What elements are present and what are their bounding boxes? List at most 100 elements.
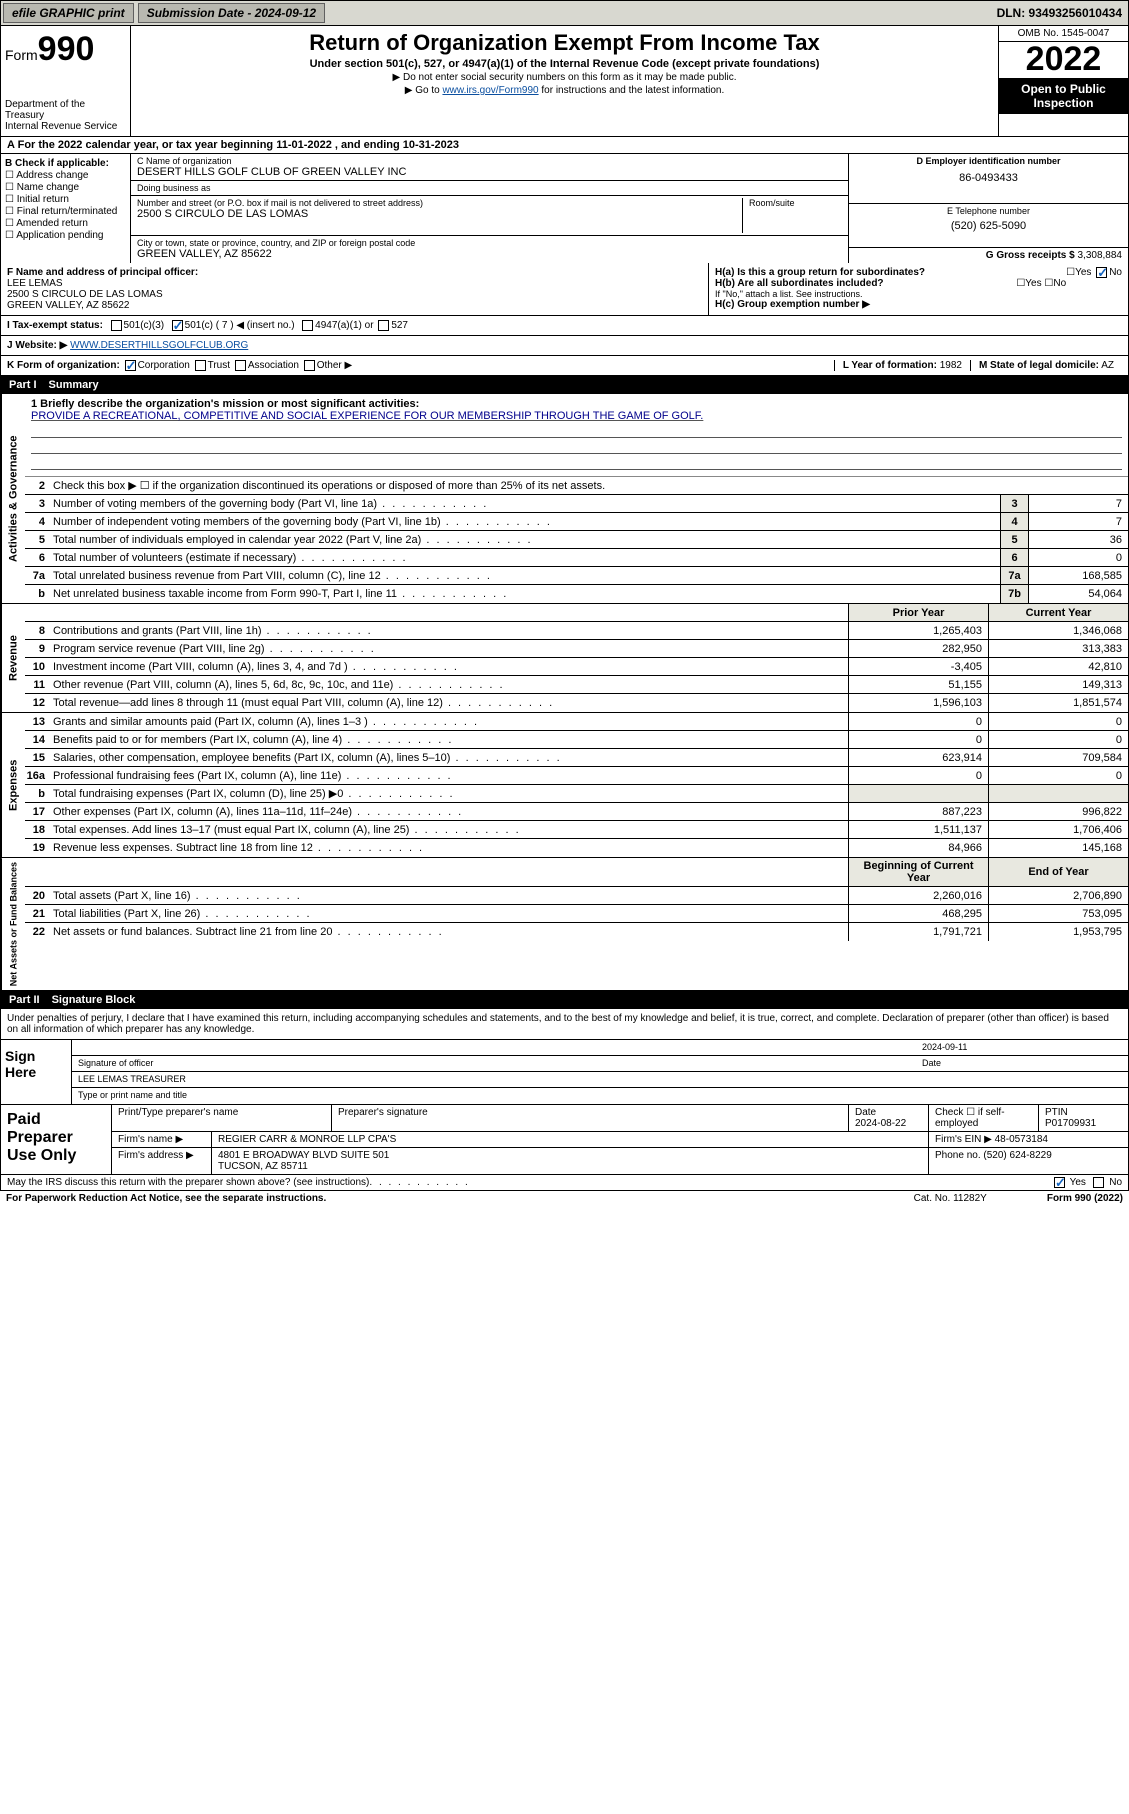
cb-initial-return[interactable]: ☐ Initial return	[5, 194, 126, 205]
firm-name: REGIER CARR & MONROE LLP CPA'S	[211, 1132, 928, 1147]
cb-501c3[interactable]	[111, 320, 122, 331]
cb-application-pending[interactable]: ☐ Application pending	[5, 230, 126, 241]
line-11: 11 Other revenue (Part VIII, column (A),…	[25, 676, 1128, 694]
cb-527[interactable]	[378, 320, 389, 331]
exp-side-label: Expenses	[1, 713, 25, 857]
date-label: Date	[922, 1058, 1122, 1069]
line-9: 9 Program service revenue (Part VIII, li…	[25, 640, 1128, 658]
opt-4947: 4947(a)(1) or	[315, 320, 373, 331]
exp-section: Expenses 13 Grants and similar amounts p…	[0, 713, 1129, 858]
cb-final-return[interactable]: ☐ Final return/terminated	[5, 206, 126, 217]
form-number: Form990	[5, 30, 126, 69]
cb-other[interactable]	[304, 360, 315, 371]
preparer-label: Paid Preparer Use Only	[1, 1105, 111, 1174]
year-header-row: Prior Year Current Year	[25, 604, 1128, 622]
cb-assoc[interactable]	[235, 360, 246, 371]
org-name-row: C Name of organization DESERT HILLS GOLF…	[131, 154, 848, 181]
gov-section: Activities & Governance 1 Briefly descri…	[0, 394, 1129, 604]
org-form-row: K Form of organization: Corporation Trus…	[0, 356, 1129, 376]
col-d-right: D Employer identification number 86-0493…	[848, 154, 1128, 263]
org-name-label: C Name of organization	[137, 156, 842, 166]
line-a: A For the 2022 calendar year, or tax yea…	[0, 137, 1129, 154]
line-16a: 16a Professional fundraising fees (Part …	[25, 767, 1128, 785]
prep-date-header: Date	[855, 1107, 876, 1118]
form-subtitle: Under section 501(c), 527, or 4947(a)(1)…	[135, 58, 994, 70]
page-footer: For Paperwork Reduction Act Notice, see …	[0, 1191, 1129, 1206]
inspection-badge: Open to Public Inspection	[999, 78, 1128, 114]
tax-year: 2022	[999, 42, 1128, 76]
line-3: 3 Number of voting members of the govern…	[25, 495, 1128, 513]
header-right: OMB No. 1545-0047 2022 Open to Public In…	[998, 26, 1128, 136]
part1-label: Part I	[9, 379, 37, 391]
cb-corp[interactable]	[125, 360, 136, 371]
b-label: B Check if applicable:	[5, 158, 109, 169]
firm-addr1: 4801 E BROADWAY BLVD SUITE 501	[218, 1150, 389, 1161]
l-formation: L Year of formation: 1982	[834, 360, 970, 371]
website-link[interactable]: WWW.DESERTHILLSGOLFCLUB.ORG	[70, 340, 248, 351]
header-mid: Return of Organization Exempt From Incom…	[131, 26, 998, 136]
prep-name-header: Print/Type preparer's name	[111, 1105, 331, 1131]
website-row: J Website: ▶ WWW.DESERTHILLSGOLFCLUB.ORG	[0, 336, 1129, 356]
penalty-text: Under penalties of perjury, I declare th…	[1, 1009, 1128, 1039]
city-value: GREEN VALLEY, AZ 85622	[137, 248, 842, 260]
sig-officer-label: Signature of officer	[78, 1058, 922, 1069]
cb-501c[interactable]	[172, 320, 183, 331]
cb-trust[interactable]	[195, 360, 206, 371]
discuss-text: May the IRS discuss this return with the…	[7, 1177, 369, 1188]
line-7a: 7a Total unrelated business revenue from…	[25, 567, 1128, 585]
net-section: Net Assets or Fund Balances Beginning of…	[0, 858, 1129, 991]
city-row: City or town, state or province, country…	[131, 236, 848, 262]
form-title: Return of Organization Exempt From Incom…	[135, 30, 994, 56]
cb-address-change[interactable]: ☐ Address change	[5, 170, 126, 181]
line-6: 6 Total number of volunteers (estimate i…	[25, 549, 1128, 567]
h-b-note: If "No," attach a list. See instructions…	[715, 289, 1122, 299]
dba-label: Doing business as	[137, 183, 842, 193]
ha-no-checkbox[interactable]	[1096, 267, 1107, 278]
efile-button[interactable]: efile GRAPHIC print	[3, 3, 134, 23]
officer-sig-name: LEE LEMAS TREASURER	[78, 1074, 186, 1085]
net-header-row: Beginning of Current Year End of Year	[25, 858, 1128, 887]
firm-ein: 48-0573184	[995, 1134, 1048, 1145]
line-4: 4 Number of independent voting members o…	[25, 513, 1128, 531]
opt-assoc: Association	[248, 360, 299, 371]
cb-name-change[interactable]: ☐ Name change	[5, 182, 126, 193]
cb-amended-return[interactable]: ☐ Amended return	[5, 218, 126, 229]
goto-pre: ▶ Go to	[405, 85, 443, 96]
h-a: H(a) Is this a group return for subordin…	[715, 267, 1122, 278]
mission-block: 1 Briefly describe the organization's mi…	[25, 394, 1128, 477]
line-20: 20 Total assets (Part X, line 16) 2,260,…	[25, 887, 1128, 905]
firm-phone: (520) 624-8229	[983, 1150, 1051, 1161]
line-5: 5 Total number of individuals employed i…	[25, 531, 1128, 549]
part2-title: Signature Block	[52, 994, 136, 1006]
begin-year-header: Beginning of Current Year	[848, 858, 988, 886]
phone-value: (520) 625-5090	[855, 220, 1122, 232]
firm-addr-label: Firm's address ▶	[111, 1148, 211, 1174]
name-title-label: Type or print name and title	[78, 1090, 187, 1102]
mission-label: 1 Briefly describe the organization's mi…	[31, 398, 419, 410]
dln-label: DLN: 93493256010434	[991, 6, 1128, 20]
line-8: 8 Contributions and grants (Part VIII, l…	[25, 622, 1128, 640]
rev-section: Revenue Prior Year Current Year 8 Contri…	[0, 604, 1129, 713]
goto-note: ▶ Go to www.irs.gov/Form990 for instruct…	[135, 85, 994, 96]
firm-phone-label: Phone no.	[935, 1150, 981, 1161]
gross-row: G Gross receipts $ 3,308,884	[849, 248, 1128, 263]
discuss-yes[interactable]	[1054, 1177, 1065, 1188]
part1-header: Part I Summary	[0, 376, 1129, 394]
goto-post: for instructions and the latest informat…	[539, 85, 725, 96]
ein-label: D Employer identification number	[855, 156, 1122, 166]
dba-row: Doing business as	[131, 181, 848, 196]
form-990-number: 990	[38, 30, 95, 68]
line-b: b Total fundraising expenses (Part IX, c…	[25, 785, 1128, 803]
line-b: b Net unrelated business taxable income …	[25, 585, 1128, 603]
prior-year-header: Prior Year	[848, 604, 988, 621]
gov-side-label: Activities & Governance	[1, 394, 25, 603]
form990-link[interactable]: www.irs.gov/Form990	[442, 85, 538, 96]
gross-value: 3,308,884	[1078, 250, 1123, 261]
h-block: H(a) Is this a group return for subordin…	[708, 263, 1128, 315]
ptin-header: PTIN	[1045, 1107, 1068, 1118]
rev-side-label: Revenue	[1, 604, 25, 712]
discuss-no[interactable]	[1093, 1177, 1104, 1188]
opt-trust: Trust	[208, 360, 230, 371]
submission-date-button[interactable]: Submission Date - 2024-09-12	[138, 3, 325, 23]
cb-4947[interactable]	[302, 320, 313, 331]
